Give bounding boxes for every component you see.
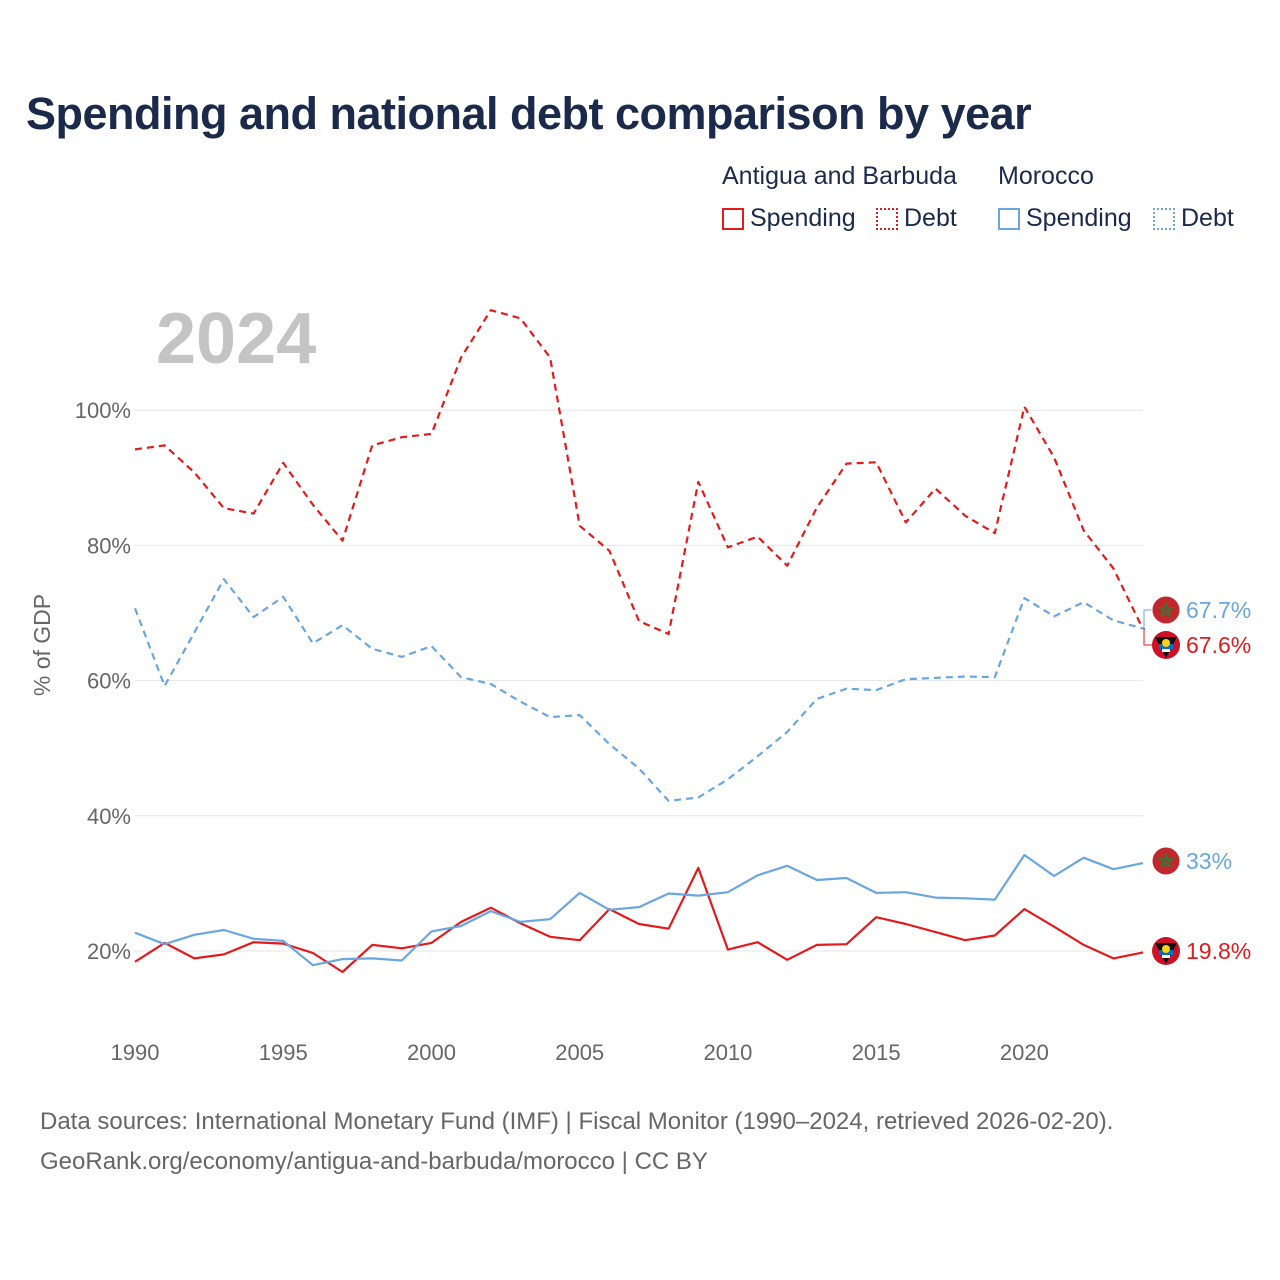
legend-swatch-antigua-spending: [722, 207, 744, 230]
source-url-text[interactable]: GeoRank.org/economy/antigua-and-barbuda/…: [40, 1148, 708, 1175]
x-tick-label-1995: 1995: [259, 1040, 308, 1065]
end-label-morocco-0: 67.7%: [1186, 597, 1251, 623]
legend-group-antigua: Antigua and Barbuda: [722, 162, 957, 190]
legend-swatch-antigua-debt: [876, 207, 898, 230]
series-line-antigua-and-barbuda-spending: [134, 866, 1144, 974]
grid-layer: 20% 40% 60% 80% 100% 1990 1995 2000 2005 2010 2015…: [75, 398, 1143, 1065]
legend-label-morocco-debt: Debt: [1181, 204, 1234, 232]
end-label-antigua-3: 19.8%: [1186, 938, 1251, 964]
y-tick-label-60: 60%: [87, 669, 131, 694]
x-tick-label-2010: 2010: [703, 1040, 752, 1065]
chart-title: Spending and national debt comparison by…: [26, 88, 1032, 139]
legend-item-morocco-debt[interactable]: Debt: [1153, 204, 1234, 233]
legend-item-morocco-spending[interactable]: Spending: [998, 204, 1132, 233]
antigua-sun-icon: [1162, 639, 1170, 647]
y-tick-label-20: 20%: [87, 939, 131, 964]
morocco-flag-icon: [1151, 846, 1181, 876]
morocco-flag-icon: [1151, 595, 1181, 625]
legend-item-antigua-spending[interactable]: Spending: [722, 204, 856, 233]
data-source-text: Data sources: International Monetary Fun…: [40, 1108, 1114, 1135]
y-tick-label-100: 100%: [75, 398, 131, 423]
marker-layer: 67.7% 67.6% 33% 19.8%: [1143, 595, 1251, 965]
x-tick-label-2000: 2000: [407, 1040, 456, 1065]
legend-label-antigua-spending: Spending: [750, 204, 856, 232]
x-tick-label-1990: 1990: [111, 1040, 160, 1065]
legend-swatch-morocco-spending: [998, 207, 1020, 230]
y-tick-label-80: 80%: [87, 533, 131, 558]
y-axis-label: % of GDP: [29, 594, 55, 696]
legend-label-morocco-spending: Spending: [1026, 204, 1132, 232]
end-connector-0: [1143, 609, 1152, 629]
end-marker-morocco-0: 67.7%: [1151, 595, 1251, 625]
series-line-morocco-spending: [134, 853, 1144, 967]
end-marker-antigua-3: 19.8%: [1152, 937, 1251, 965]
antigua-flag-band-white: [1162, 649, 1170, 652]
series-layer: [133, 309, 1144, 974]
series-line-antigua-and-barbuda-debt: [134, 309, 1144, 636]
morocco-star-icon: [1157, 600, 1175, 618]
x-tick-label-2005: 2005: [555, 1040, 604, 1065]
y-tick-label-40: 40%: [87, 804, 131, 829]
end-marker-morocco-2: 33%: [1151, 846, 1232, 876]
year-label: 2024: [156, 299, 316, 379]
morocco-star-icon: [1157, 851, 1175, 869]
legend-swatch-morocco-debt: [1153, 207, 1175, 230]
end-marker-antigua-1: 67.6%: [1152, 631, 1251, 659]
end-connector-1: [1143, 628, 1152, 646]
end-label-antigua-1: 67.6%: [1186, 632, 1251, 658]
legend-item-antigua-debt[interactable]: Debt: [876, 204, 957, 233]
x-tick-label-2015: 2015: [852, 1040, 901, 1065]
legend-label-antigua-debt: Debt: [904, 204, 957, 232]
antigua-sun-icon: [1162, 945, 1170, 953]
series-line-morocco-debt: [133, 578, 1144, 802]
antigua-flag-band-white: [1162, 955, 1170, 958]
end-label-morocco-2: 33%: [1186, 848, 1232, 874]
line-chart: 2024 % of GDP 20%40%60%80%100%1990 1995 20…: [29, 299, 1251, 1065]
legend-group-morocco: Morocco: [998, 162, 1094, 190]
x-tick-label-2020: 2020: [1000, 1040, 1049, 1065]
